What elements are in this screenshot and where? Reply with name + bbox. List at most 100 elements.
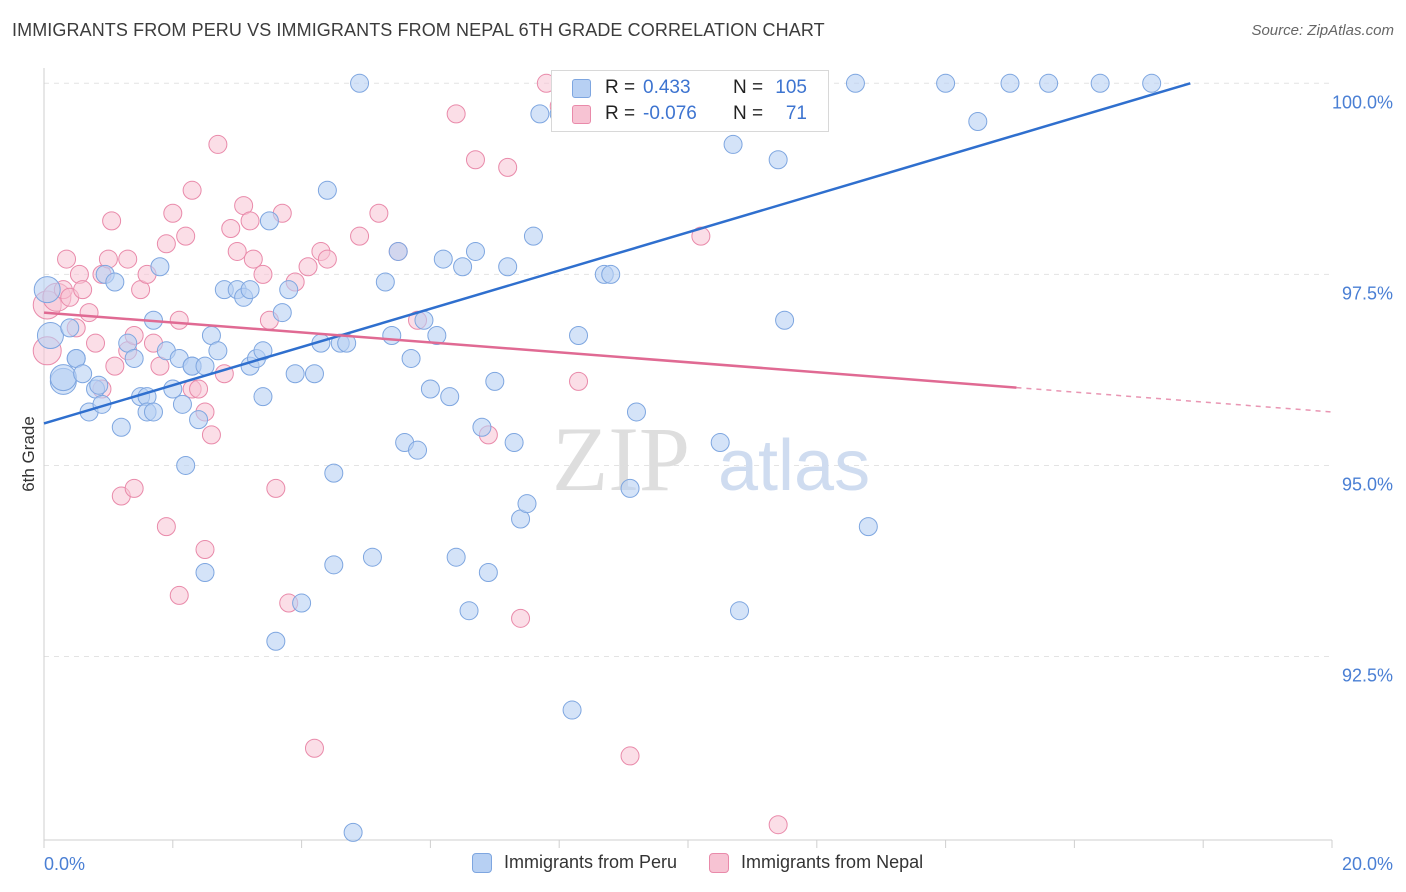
peru-point [176,455,196,475]
tick-labels: 92.5% 95.0% 97.5% 100.0% 0.0% 20.0% 6th Grade [19,92,1393,874]
peru-point [530,104,550,124]
nepal-point [511,608,531,628]
nepal-trend-line [43,311,1017,389]
nepal-point [182,180,202,200]
watermark-zip: ZIP [552,408,690,510]
nepal-point [169,585,189,605]
x-tick-label: 20.0% [1342,854,1393,874]
nepal-point [189,379,209,399]
nepal-point [208,134,228,154]
nepal-point [156,234,176,254]
nepal-point [240,211,260,231]
peru-point [362,547,382,567]
peru-point [433,249,453,269]
peru-point [620,478,640,498]
nepal-point [201,425,221,445]
nepal-point [304,738,324,758]
peru-point [382,326,402,346]
legend-row-nepal: R = -0.076 N = 71 [572,101,807,127]
peru-point [1142,73,1162,93]
peru-point [459,601,479,621]
peru-point [730,601,750,621]
nepal-swatch [572,104,591,124]
peru-point [73,364,93,384]
peru-point [279,280,299,300]
peru-point [350,73,370,93]
nepal-point [156,517,176,537]
nepal-point [620,746,640,766]
nepal-point [243,249,263,269]
peru-point [317,180,337,200]
peru-point [710,433,730,453]
y-tick-label: 95.0% [1342,474,1393,494]
peru-point [195,356,215,376]
peru-point [768,150,788,170]
legend-item-peru: Immigrants from Peru [472,852,677,873]
n-label: N = [733,77,764,98]
peru-point [478,562,498,582]
peru-point [375,272,395,292]
nepal-point [498,157,518,177]
nepal-point [79,303,99,323]
peru-point [189,410,209,430]
nepal-point [298,257,318,277]
nepal-point [176,226,196,246]
peru-point [266,631,286,651]
peru-point [1000,73,1020,93]
peru-point [304,364,324,384]
peru-point [485,371,505,391]
nepal-point [350,226,370,246]
peru-point [89,375,109,395]
nepal-point [102,211,122,231]
nepal-point [569,371,589,391]
peru-point [446,547,466,567]
peru-point [143,402,163,422]
nepal-point [124,478,144,498]
peru-point [150,257,170,277]
legend-item-nepal: Immigrants from Nepal [709,852,923,873]
r-value: -0.076 [643,103,697,124]
peru-point [36,322,64,350]
peru-point [324,555,344,575]
peru-swatch [572,78,591,98]
r-label: R = [605,77,636,98]
nepal-point [227,241,247,261]
axes [43,839,1333,848]
peru-point [1090,73,1110,93]
peru-point [111,417,131,437]
peru-point [858,517,878,537]
peru-point [465,241,485,261]
x-tick-label: 0.0% [44,854,85,874]
peru-points [33,73,1162,842]
peru-point [440,387,460,407]
legend-row-peru: R = 0.433 N = 105 [572,75,807,101]
watermark-atlas: atlas [718,426,870,506]
peru-point [569,326,589,346]
nepal-point [69,264,89,284]
peru-point [195,562,215,582]
peru-point [517,494,537,514]
peru-point [775,310,795,330]
peru-point [626,402,646,422]
watermark: ZIP atlas [552,408,870,510]
peru-point [414,310,434,330]
nepal-point [446,104,466,124]
nepal-point [221,219,241,239]
nepal-point [253,264,273,284]
peru-point [272,303,292,323]
peru-point [845,73,865,93]
peru-point [504,433,524,453]
nepal-legend-swatch [709,852,730,873]
peru-point [60,318,80,338]
peru-point [408,440,428,460]
y-tick-label: 97.5% [1342,283,1393,303]
peru-point [420,379,440,399]
peru-point [259,211,279,231]
peru-point [523,226,543,246]
legend-label-peru: Immigrants from Peru [504,852,678,872]
peru-point [601,264,621,284]
peru-point [968,112,988,132]
peru-point [453,257,473,277]
peru-point [172,394,192,414]
